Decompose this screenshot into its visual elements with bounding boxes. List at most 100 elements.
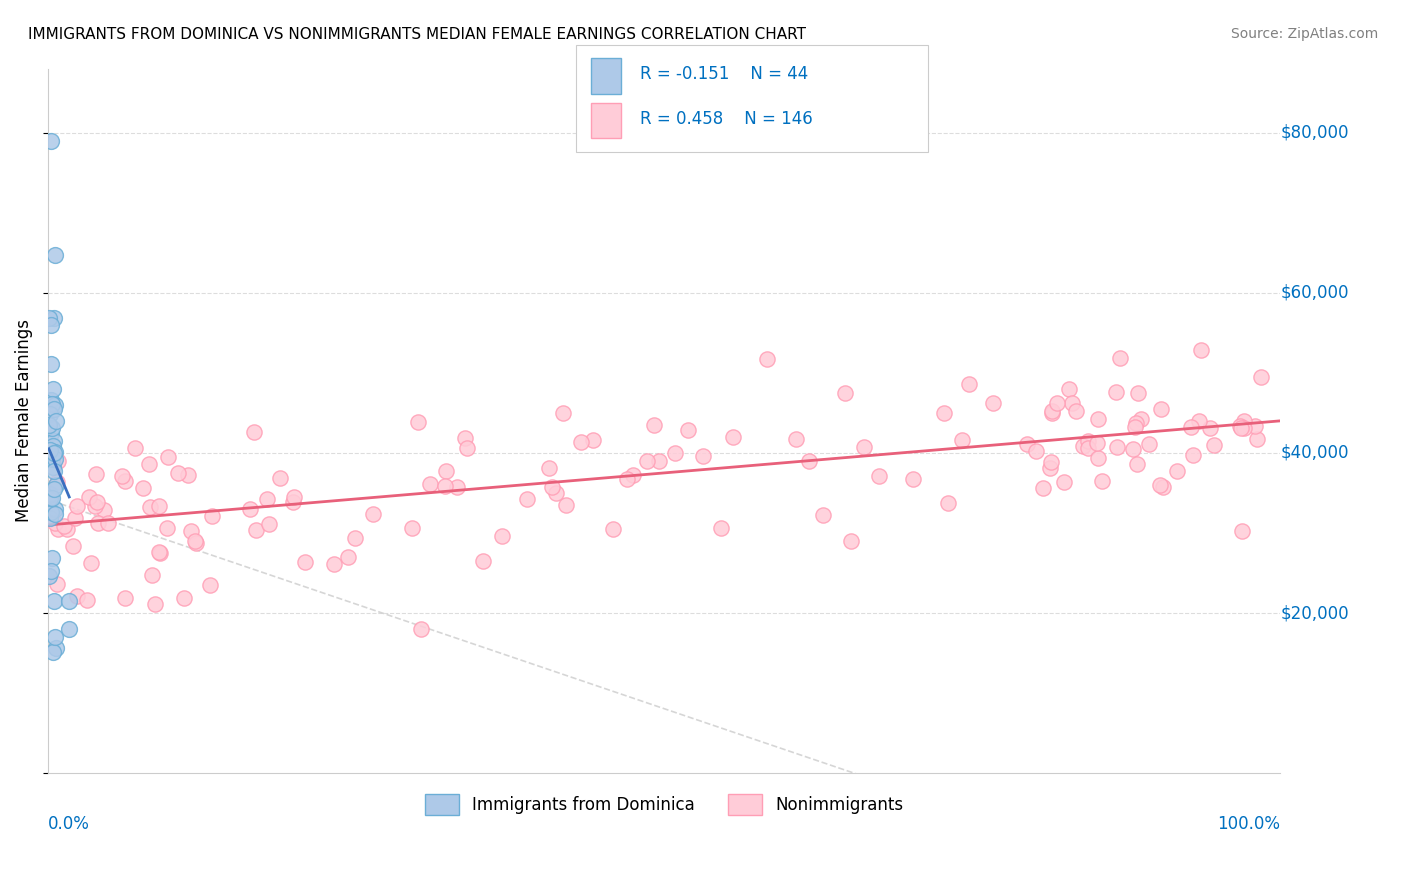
- Point: [981, 396, 1004, 410]
- Point: [44, 398, 66, 412]
- Point: [1250, 369, 1272, 384]
- Point: [42, 446, 65, 460]
- Point: [616, 472, 638, 486]
- Point: [167, 466, 190, 480]
- Point: [546, 485, 568, 500]
- Point: [1233, 414, 1256, 428]
- Point: [42, 439, 65, 453]
- Point: [1040, 455, 1063, 469]
- Point: [1087, 450, 1109, 465]
- Point: [41, 397, 63, 411]
- Point: [156, 520, 179, 534]
- Point: [46, 454, 69, 468]
- Point: [1129, 411, 1152, 425]
- Point: [491, 529, 513, 543]
- Point: [256, 491, 278, 506]
- Point: [138, 458, 160, 472]
- Point: [1137, 436, 1160, 450]
- Text: Source: ZipAtlas.com: Source: ZipAtlas.com: [1230, 27, 1378, 41]
- Point: [409, 622, 432, 636]
- Point: [1060, 396, 1083, 410]
- Point: [86, 495, 108, 509]
- Point: [53, 519, 76, 533]
- Point: [1230, 524, 1253, 539]
- Point: [1149, 477, 1171, 491]
- Point: [648, 454, 671, 468]
- Point: [44, 248, 66, 262]
- Point: [957, 376, 980, 391]
- Point: [93, 503, 115, 517]
- Point: [87, 516, 110, 530]
- Point: [1246, 432, 1268, 446]
- Point: [143, 597, 166, 611]
- Point: [446, 480, 468, 494]
- Point: [44, 502, 66, 516]
- Point: [41, 491, 63, 505]
- Point: [1077, 441, 1099, 455]
- Point: [950, 433, 973, 447]
- Point: [1125, 457, 1147, 471]
- Text: $80,000: $80,000: [1281, 124, 1348, 142]
- Point: [38, 569, 60, 583]
- Point: [813, 508, 835, 522]
- Point: [281, 495, 304, 509]
- Point: [1105, 385, 1128, 400]
- Point: [58, 623, 80, 637]
- Point: [39, 491, 62, 505]
- Point: [1182, 448, 1205, 462]
- Point: [39, 426, 62, 441]
- Point: [1025, 444, 1047, 458]
- Point: [834, 386, 856, 401]
- Point: [1077, 434, 1099, 448]
- Point: [44, 630, 66, 644]
- Point: [756, 351, 779, 366]
- Point: [131, 482, 153, 496]
- Point: [1032, 481, 1054, 495]
- Point: [148, 499, 170, 513]
- Point: [1085, 436, 1108, 450]
- Point: [156, 450, 179, 464]
- Point: [245, 523, 267, 537]
- Point: [337, 549, 360, 564]
- Legend: Immigrants from Dominica, Nonimmigrants: Immigrants from Dominica, Nonimmigrants: [419, 788, 910, 822]
- Point: [257, 516, 280, 531]
- Point: [183, 534, 205, 549]
- Point: [149, 546, 172, 560]
- Point: [1180, 420, 1202, 434]
- Point: [1230, 421, 1253, 435]
- Point: [198, 578, 221, 592]
- Point: [1064, 404, 1087, 418]
- Point: [44, 310, 66, 325]
- Point: [676, 423, 699, 437]
- Point: [1091, 474, 1114, 488]
- Point: [180, 524, 202, 539]
- Point: [1015, 437, 1038, 451]
- Point: [41, 450, 63, 465]
- Point: [1087, 412, 1109, 426]
- Point: [932, 406, 955, 420]
- Point: [186, 535, 208, 549]
- Point: [555, 498, 578, 512]
- Point: [42, 645, 65, 659]
- Point: [84, 467, 107, 481]
- Point: [1046, 395, 1069, 409]
- Point: [454, 431, 477, 445]
- Text: 0.0%: 0.0%: [48, 815, 90, 833]
- Point: [1202, 438, 1225, 452]
- Point: [42, 594, 65, 608]
- Point: [664, 446, 686, 460]
- Point: [80, 556, 103, 570]
- Point: [343, 531, 366, 545]
- Point: [111, 469, 134, 483]
- Point: [456, 442, 478, 456]
- Point: [41, 421, 63, 435]
- Point: [39, 511, 62, 525]
- Point: [148, 545, 170, 559]
- Point: [785, 432, 807, 446]
- Point: [66, 589, 89, 603]
- Point: [434, 464, 457, 478]
- Point: [38, 417, 60, 432]
- Point: [44, 516, 66, 531]
- Point: [38, 311, 60, 326]
- Point: [45, 577, 67, 591]
